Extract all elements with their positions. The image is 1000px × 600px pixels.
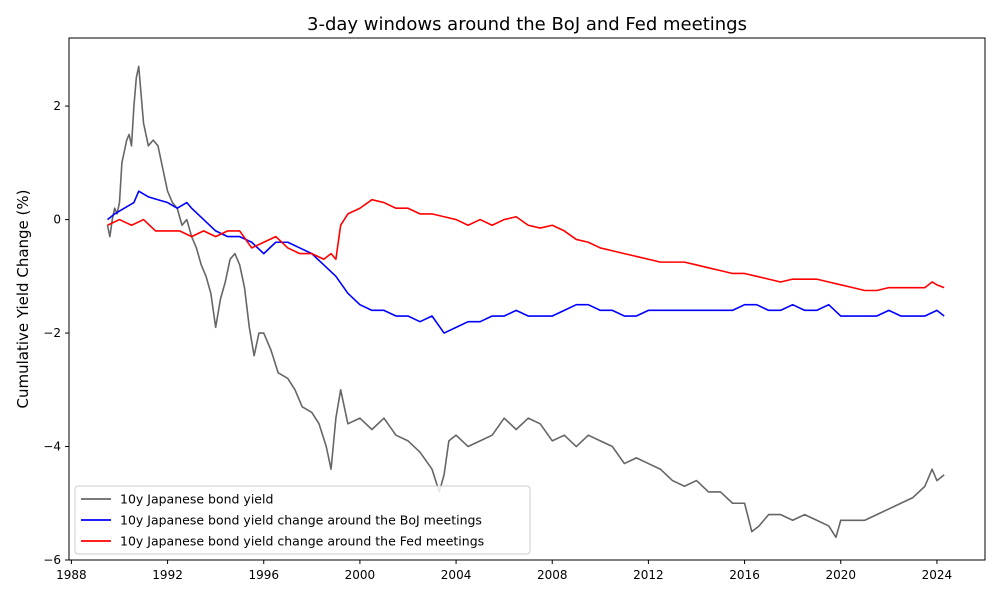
x-tick-label: 2004	[441, 568, 472, 582]
series-line-1	[106, 65, 945, 539]
x-tick-label: 2024	[922, 568, 953, 582]
x-tick-label: 2020	[825, 568, 856, 582]
y-tick-label: −6	[43, 553, 61, 567]
y-tick-label: −2	[43, 326, 61, 340]
x-tick-label: 2012	[633, 568, 664, 582]
x-tick-label: 2000	[345, 568, 376, 582]
series-line-3	[107, 198, 945, 292]
y-tick-label: 2	[53, 99, 61, 113]
x-tick-label: 1996	[248, 568, 279, 582]
x-tick-label: 2016	[729, 568, 760, 582]
x-tick-label: 1988	[56, 568, 87, 582]
legend: 10y Japanese bond yield 10y Japanese bond…	[74, 485, 531, 555]
y-tick-label: −4	[43, 440, 61, 454]
axes: 1988 1992 1996 2000 2004 2008 2012 2016 2020 2024…	[43, 37, 986, 582]
legend-box	[74, 485, 531, 555]
legend-label: 10y Japanese bond yield change around th…	[120, 513, 482, 528]
y-axis-label: Cumulative Yield Change (%)	[14, 189, 32, 408]
chart-title: 3-day windows around the BoJ and Fed mee…	[307, 14, 747, 35]
y-tick-label: 0	[53, 213, 61, 227]
x-tick-label: 2008	[537, 568, 568, 582]
x-tick-label: 1992	[152, 568, 183, 582]
axes-frame	[68, 37, 986, 561]
legend-label: 10y Japanese bond yield change around th…	[120, 534, 484, 549]
series-line-2	[106, 190, 945, 334]
legend-label: 10y Japanese bond yield	[120, 492, 273, 507]
plot-area	[106, 65, 945, 539]
